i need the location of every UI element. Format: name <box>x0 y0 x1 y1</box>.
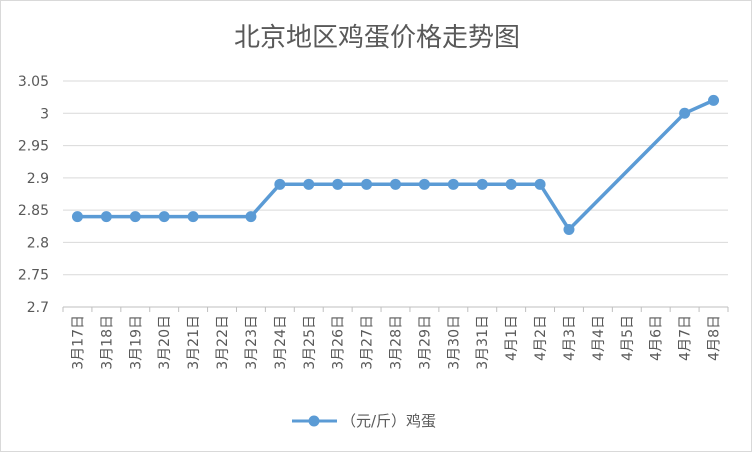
x-tick-label: 4月7日 <box>678 315 694 361</box>
y-tick-label: 3.05 <box>18 74 49 90</box>
data-point <box>129 211 141 223</box>
y-axis-ticks: 3.05 3 2.95 2.9 2.85 2.8 2.75 2.7 <box>18 74 49 316</box>
legend-marker-icon <box>308 415 320 427</box>
x-tick-label: 3月23日 <box>244 315 260 370</box>
x-tick-label: 4月5日 <box>620 315 636 361</box>
data-point <box>390 178 401 190</box>
y-tick-label: 2.85 <box>18 203 49 219</box>
x-tick-label: 3月29日 <box>417 315 433 370</box>
data-point <box>708 94 720 106</box>
series-layer <box>71 94 720 236</box>
y-tick-label: 2.7 <box>27 300 49 316</box>
x-tick-label: 4月2日 <box>533 315 549 361</box>
legend-label: （元/斤）鸡蛋 <box>341 412 436 430</box>
y-tick-label: 2.75 <box>18 268 49 284</box>
x-axis-ticks: 3月17日 3月18日 3月19日 3月20日 3月21日 3月22日 3月23日 3月24日… <box>70 315 722 370</box>
chart-title: 北京地区鸡蛋价格走势图 <box>234 23 520 53</box>
x-tick-label: 3月21日 <box>186 315 202 370</box>
x-tick-label: 3月25日 <box>302 315 318 370</box>
x-tick-label: 4月8日 <box>707 315 723 361</box>
y-tick-label: 3 <box>40 106 49 122</box>
data-point <box>476 178 488 190</box>
y-tick-label: 2.9 <box>27 171 49 187</box>
x-tick-label: 4月3日 <box>562 315 578 361</box>
x-tick-label: 3月17日 <box>70 315 86 370</box>
data-point <box>158 211 170 223</box>
data-point <box>303 178 315 190</box>
data-point <box>187 211 199 223</box>
x-tick-label: 4月1日 <box>504 315 520 361</box>
x-tick-label: 3月19日 <box>128 315 144 370</box>
x-tick-label: 3月22日 <box>215 315 231 370</box>
x-tick-label: 4月6日 <box>649 315 665 361</box>
legend: （元/斤）鸡蛋 <box>292 412 436 430</box>
y-tick-label: 2.95 <box>18 139 49 155</box>
data-point <box>274 178 286 190</box>
grid <box>62 80 729 312</box>
x-tick-label: 3月30日 <box>446 315 462 370</box>
data-point <box>100 211 112 223</box>
x-tick-label: 3月31日 <box>475 315 491 370</box>
data-point <box>361 178 373 190</box>
data-point <box>447 178 459 190</box>
x-tick-label: 3月28日 <box>389 315 405 370</box>
data-point <box>332 178 344 190</box>
data-point <box>245 211 257 223</box>
y-tick-label: 2.8 <box>27 235 49 251</box>
data-point <box>534 178 546 190</box>
data-point <box>505 178 517 190</box>
data-point <box>679 107 691 119</box>
x-tick-label: 3月18日 <box>99 315 115 370</box>
x-tick-label: 3月24日 <box>273 315 289 370</box>
x-tick-label: 3月20日 <box>157 315 173 370</box>
data-point <box>418 178 430 190</box>
x-tick-label: 3月26日 <box>331 315 347 370</box>
x-tick-label: 4月4日 <box>591 315 607 361</box>
x-tick-label: 3月27日 <box>360 315 376 370</box>
data-point <box>563 224 575 236</box>
data-point <box>71 211 83 223</box>
